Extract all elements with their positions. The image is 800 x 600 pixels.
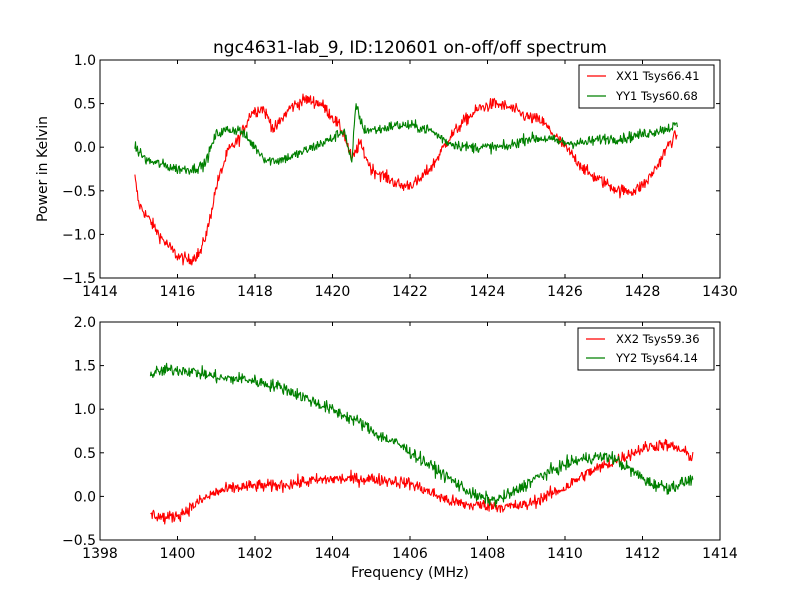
bottom-ytick-label: 2.0 (74, 315, 96, 331)
top-xtick-label: 1426 (547, 284, 583, 300)
bottom-series-xx2-line (150, 438, 694, 525)
bottom-xtick-label: 1404 (315, 546, 351, 562)
top-ytick-label: −1.5 (62, 271, 96, 287)
top-ytick-label: −1.0 (62, 227, 96, 243)
bottom-series-yy2-line (149, 362, 694, 508)
bottom-legend: XX2 Tsys59.36 YY2 Tsys64.14 (577, 327, 715, 371)
bottom-xtick-label: 1402 (237, 546, 273, 562)
bottom-xlabel: Frequency (MHz) (351, 565, 469, 581)
top-ytick-label: 1.0 (74, 53, 96, 69)
bottom-xtick-label: 1414 (702, 546, 738, 562)
bottom-ytick-label: −0.5 (62, 533, 96, 549)
bottom-xtick-label: 1400 (160, 546, 196, 562)
top-ytick-label: 0.0 (74, 140, 96, 156)
bottom-xtick-label: 1408 (470, 546, 506, 562)
top-xtick-label: 1430 (702, 284, 738, 300)
bottom-xtick-label: 1406 (392, 546, 428, 562)
bottom-legend-box (577, 327, 715, 371)
top-ytick-label: −0.5 (62, 184, 96, 200)
bottom-legend-label-yy2: YY2 Tsys64.14 (615, 351, 698, 365)
bottom-legend-label-xx2: XX2 Tsys59.36 (616, 332, 700, 346)
bottom-axes: Frequency (MHz) 1398 1400 1402 1404 1406 1408… (62, 315, 738, 581)
top-xtick-label: 1416 (160, 284, 196, 300)
top-xtick-label: 1414 (82, 284, 118, 300)
top-ylabel: Power in Kelvin (35, 116, 51, 222)
bottom-axes-frame (99, 321, 721, 541)
top-xtick-label: 1418 (237, 284, 273, 300)
top-series-yy1-line (134, 103, 678, 175)
top-axes: Power in Kelvin 1414 1416 1418 1420 1422 1424… (35, 53, 738, 300)
top-legend-label-yy1: YY1 Tsys60.68 (615, 89, 698, 103)
top-series-xx1-line (134, 93, 678, 266)
bottom-xtick-label: 1398 (82, 546, 118, 562)
bottom-ytick-label: 0.5 (74, 446, 96, 462)
figure-title: ngc4631-lab_9, ID:120601 on-off/off spec… (213, 38, 607, 58)
top-axes-frame (99, 59, 721, 279)
bottom-ytick-label: 1.5 (74, 359, 96, 375)
top-legend-box (578, 64, 715, 109)
bottom-ytick-label: 1.0 (74, 402, 96, 418)
top-legend-label-xx1: XX1 Tsys66.41 (616, 69, 700, 83)
bottom-xtick-label: 1412 (625, 546, 661, 562)
top-xtick-label: 1428 (625, 284, 661, 300)
top-legend: XX1 Tsys66.41 YY1 Tsys60.68 (578, 64, 715, 109)
bottom-ytick-label: 0.0 (74, 489, 96, 505)
top-xtick-label: 1422 (392, 284, 428, 300)
top-xtick-label: 1424 (470, 284, 506, 300)
bottom-xtick-label: 1410 (547, 546, 583, 562)
top-ytick-label: 0.5 (74, 97, 96, 113)
top-xtick-label: 1420 (315, 284, 351, 300)
